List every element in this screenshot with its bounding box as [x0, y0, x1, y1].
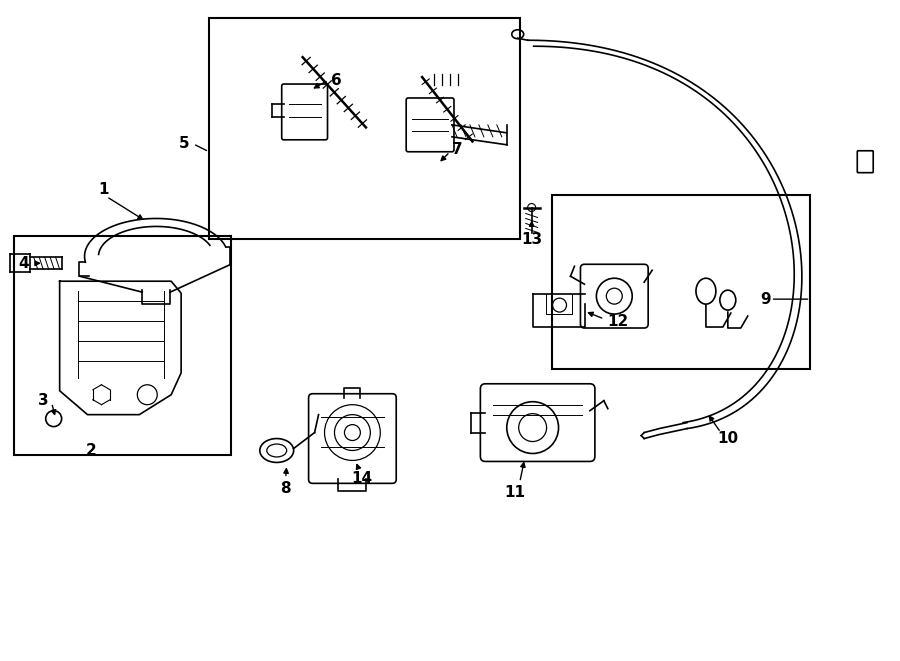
Text: 5: 5 — [178, 136, 189, 151]
Text: 2: 2 — [86, 443, 97, 458]
Text: 10: 10 — [717, 431, 738, 446]
Bar — [552, 194, 811, 369]
Text: 9: 9 — [760, 292, 771, 307]
Text: 8: 8 — [281, 481, 291, 496]
Bar — [209, 19, 519, 239]
Text: 7: 7 — [452, 142, 463, 157]
Text: 13: 13 — [521, 232, 542, 247]
Bar — [14, 237, 231, 455]
Text: 4: 4 — [19, 256, 29, 271]
Text: 11: 11 — [504, 485, 526, 500]
Text: 14: 14 — [352, 471, 373, 486]
Text: 12: 12 — [608, 313, 628, 329]
Text: 3: 3 — [39, 393, 49, 408]
Text: 6: 6 — [330, 73, 341, 87]
Text: 1: 1 — [98, 182, 109, 197]
